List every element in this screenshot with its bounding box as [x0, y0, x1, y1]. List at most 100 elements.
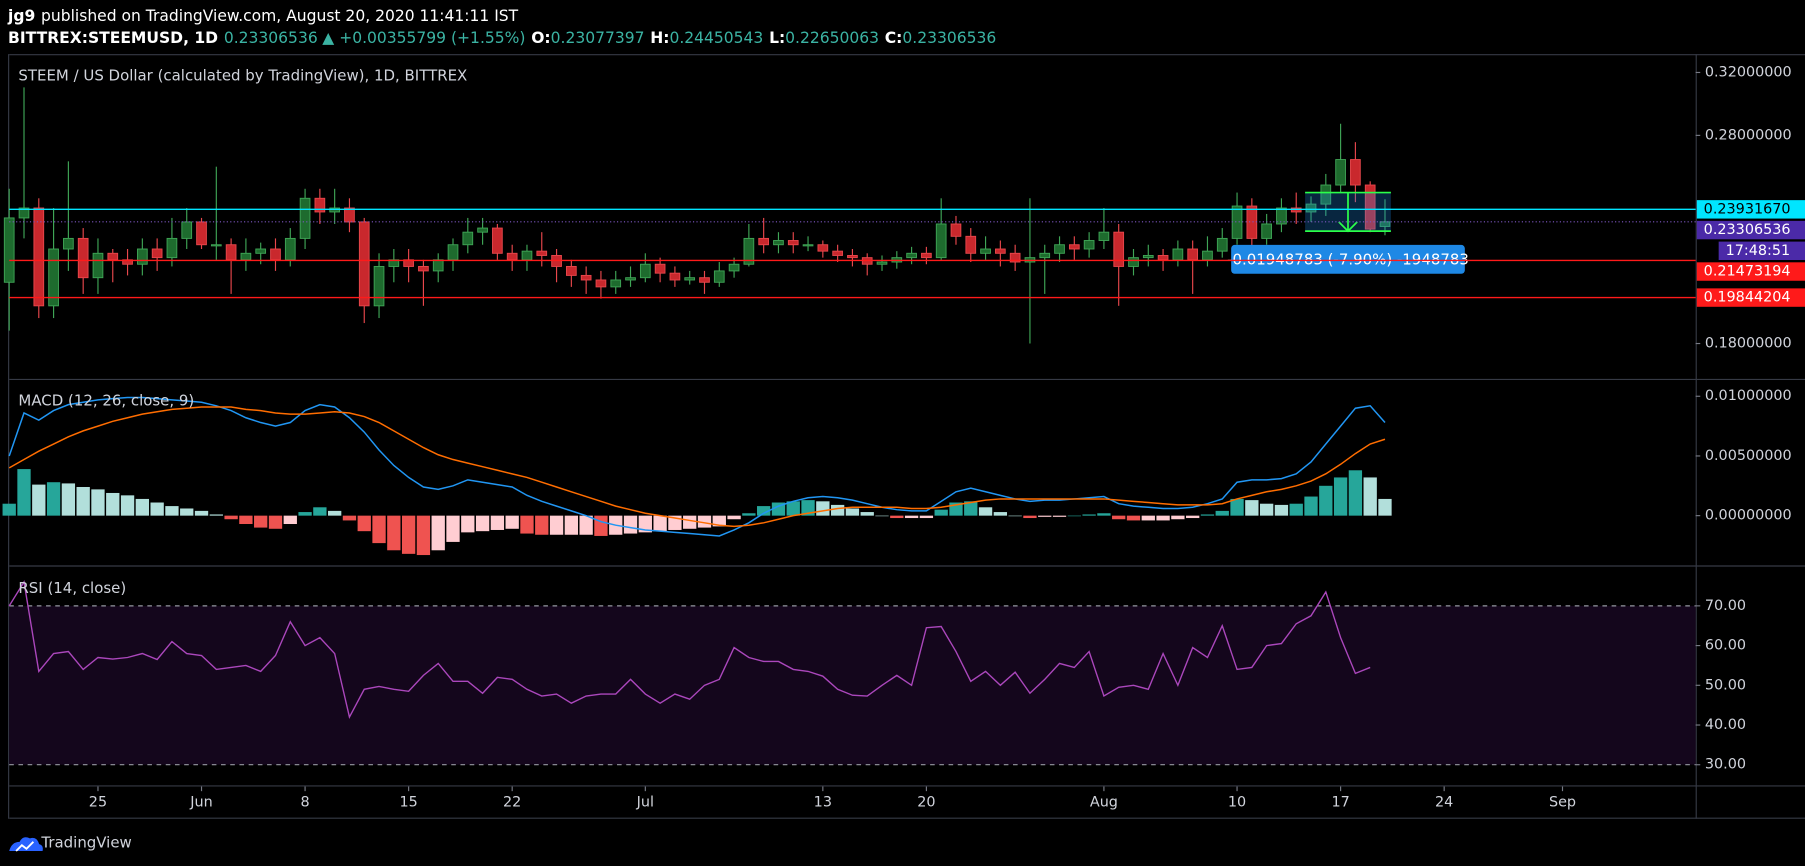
candle-body — [166, 237, 178, 259]
candle-body — [33, 207, 45, 307]
candle-body — [876, 261, 888, 265]
histogram-bar — [1126, 515, 1141, 521]
histogram-bar — [150, 502, 164, 516]
histogram-bar — [1052, 515, 1067, 517]
histogram-bar — [727, 515, 741, 520]
histogram-bar — [1200, 514, 1215, 516]
histogram-bar — [1156, 515, 1170, 521]
y-tick-label: 0.28000000 — [1705, 127, 1792, 143]
price-label-box — [1696, 200, 1805, 219]
y-tick-label: 0.00000000 — [1705, 508, 1792, 524]
candle-body — [713, 270, 725, 283]
candle-body — [506, 252, 518, 261]
histogram-bar — [579, 515, 593, 535]
candle-body — [625, 277, 636, 281]
y-tick-label: 30.00 — [1705, 757, 1746, 773]
histogram-bar — [446, 515, 460, 542]
pane-title: MACD (12, 26, close, 9) — [18, 391, 194, 409]
histogram-bar — [298, 512, 312, 516]
candle-body — [492, 227, 503, 254]
histogram-bar — [1008, 515, 1022, 517]
quote-line: BITTREX:STEEMUSD, 1D 0.23306536 ▲ +0.00355… — [8, 29, 996, 47]
y-tick-label: 0.32000000 — [1705, 64, 1792, 80]
candle-body — [255, 248, 267, 254]
histogram-bar — [32, 484, 46, 516]
x-tick-label: 10 — [1228, 795, 1246, 811]
brand: TradingView — [40, 833, 131, 851]
candle-body — [240, 252, 252, 261]
candle-body — [965, 235, 977, 254]
histogram-bar — [1363, 477, 1377, 516]
price-label-box — [1696, 288, 1805, 307]
candle-body — [699, 277, 710, 283]
histogram-bar — [1289, 503, 1303, 516]
pane-title: RSI (14, close) — [18, 579, 126, 597]
histogram-bar — [224, 515, 238, 520]
candle-body — [418, 265, 429, 272]
histogram-bar — [135, 498, 150, 516]
candle-body — [1113, 231, 1125, 267]
candle-body — [639, 263, 651, 279]
candle-body — [137, 248, 148, 265]
histogram-bar — [890, 515, 904, 519]
histogram-bar — [875, 515, 889, 517]
candle-body — [432, 259, 444, 272]
histogram-bar — [61, 483, 76, 516]
histogram-bar — [1023, 515, 1037, 519]
histogram-bar — [1038, 515, 1052, 517]
histogram-bar — [1186, 515, 1200, 519]
close: 0.23306536 — [902, 29, 996, 47]
histogram-bar — [1230, 498, 1244, 516]
y-tick-label: 0.01000000 — [1705, 388, 1792, 404]
candle-body — [1009, 252, 1021, 263]
candle-body — [950, 223, 962, 237]
countdown-box — [1718, 241, 1805, 261]
logo-icon — [9, 837, 43, 852]
candle-body — [832, 250, 843, 256]
histogram-bar — [993, 512, 1008, 516]
histogram-bar — [91, 489, 105, 516]
measure-label: -0.01948783 (-7.90%) -1948783 — [1227, 250, 1469, 268]
candle-body — [225, 244, 237, 261]
histogram-bar — [1304, 496, 1318, 516]
candle-body — [1246, 205, 1258, 239]
histogram-bar — [1348, 470, 1363, 516]
candle-body — [1202, 250, 1213, 261]
price-label-box — [1696, 220, 1805, 240]
publish-line: jg9 published on TradingView.com, August … — [7, 7, 519, 25]
histogram-bar — [830, 504, 845, 516]
author: jg9 — [7, 7, 35, 25]
candle-body — [669, 272, 681, 281]
histogram-bar — [1259, 503, 1274, 516]
histogram-bar — [964, 501, 978, 516]
histogram-bar — [76, 486, 90, 516]
histogram-bar — [313, 507, 327, 516]
candle-body — [654, 263, 666, 274]
candle-body — [995, 248, 1006, 254]
price-label: 0.23931670 — [1704, 201, 1791, 217]
candle-body — [1068, 244, 1080, 250]
candle-body — [77, 237, 89, 279]
x-tick-label: 17 — [1331, 795, 1349, 811]
histogram-bar — [683, 515, 697, 529]
x-tick-label: Sep — [1549, 795, 1576, 811]
candle-body — [817, 244, 829, 252]
candle-body — [151, 248, 163, 259]
candle-body — [1039, 252, 1051, 259]
candle-body — [1172, 248, 1184, 261]
candle-body — [3, 217, 15, 283]
candle-body — [610, 279, 622, 288]
histogram-bar — [254, 515, 268, 528]
close-label: C: — [885, 29, 903, 47]
candle-body — [1098, 231, 1110, 241]
candle-body — [1216, 237, 1228, 252]
histogram-bar — [461, 515, 475, 533]
histogram-bar — [1082, 514, 1096, 516]
histogram-bar — [786, 501, 800, 516]
histogram-bar — [697, 515, 712, 528]
histogram-bar — [1097, 513, 1111, 516]
candle-body — [980, 248, 991, 254]
histogram-bar — [1274, 504, 1289, 516]
candle-body — [743, 237, 755, 265]
